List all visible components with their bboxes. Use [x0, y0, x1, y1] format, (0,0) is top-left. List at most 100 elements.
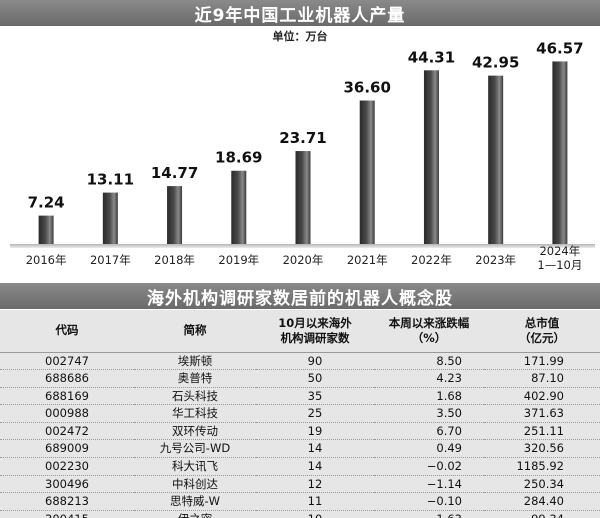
table-row: 300496 中科创达 12 −1.14 250.34 — [0, 474, 600, 493]
table-cell: 埃斯顿 — [134, 351, 256, 370]
x-tick-label-0: 2016年 — [26, 253, 67, 267]
table-cell: 689009 — [0, 439, 134, 458]
table-cell: −0.10 — [374, 492, 484, 511]
x-tick-label-8: 2024年 1—10月 — [537, 244, 582, 272]
table-body: 002747 埃斯顿 90 8.50 171.99 688686 奥普特 50 4.23 87.1… — [0, 351, 600, 518]
bar-1 — [102, 192, 118, 244]
bar-value-label-3: 18.69 — [215, 149, 262, 167]
table-cell: 171.99 — [484, 351, 600, 370]
table-cell: 8.50 — [374, 351, 484, 370]
table-cell: 250.34 — [484, 474, 600, 493]
column-header-line: 本周以来涨跌幅 — [388, 315, 470, 330]
table-cell: 688169 — [0, 386, 134, 405]
x-tick-label-7: 2023年 — [475, 253, 516, 267]
bar-4 — [295, 151, 311, 244]
unit-label: 单位：万台 — [272, 30, 328, 43]
bar-5 — [359, 100, 375, 244]
table-cell: 50 — [256, 369, 374, 388]
table-cell: 九号公司-WD — [134, 439, 256, 458]
stock-table: 代码 简称 10月以来海外 机构调研家数 本周以来涨跌幅 （%） 总市值 （亿元） 00274… — [0, 310, 600, 518]
table-cell: −0.02 — [374, 457, 484, 476]
table-cell: 002472 — [0, 421, 134, 440]
column-header-line: 总市值 — [524, 315, 560, 330]
table-row: 300415伊之密101.6399.34 — [0, 509, 600, 518]
table-cell: 14 — [256, 457, 374, 476]
bar-value-label-0: 7.24 — [28, 194, 65, 212]
table-cell: 奥普特 — [134, 369, 256, 388]
x-tick-label-6: 2022年 — [411, 253, 452, 267]
bar-value-label-7: 42.95 — [472, 54, 519, 72]
table-row: 002472 双环传动 19 6.70 251.11 — [0, 421, 600, 440]
table-cell: 3.50 — [374, 404, 484, 423]
x-tick-label-4: 2020年 — [283, 253, 324, 267]
x-tick-label-2: 2018年 — [154, 253, 195, 267]
table-cell: 002230 — [0, 457, 134, 476]
bar-value-label-5: 36.60 — [343, 79, 390, 97]
table-header-row: 代码 简称 10月以来海外 机构调研家数 本周以来涨跌幅 （%） 总市值 （亿元） — [0, 310, 600, 352]
table-cell: 99.34 — [484, 509, 600, 518]
table-row: 689009 九号公司-WD 14 0.49 320.56 — [0, 439, 600, 458]
table-cell: 1185.92 — [484, 457, 600, 476]
chart-title-text: 近9年中国工业机器人产量 — [194, 5, 406, 26]
column-header-4: 总市值 （亿元） — [484, 310, 600, 352]
table-cell: 19 — [256, 421, 374, 440]
table-cell: 中科创达 — [134, 474, 256, 493]
column-header-line: （亿元） — [519, 330, 565, 345]
stock-table-area: 代码 简称 10月以来海外 机构调研家数 本周以来涨跌幅 （%） 总市值 （亿元） 00274… — [0, 310, 600, 518]
column-header-line: 10月以来海外 — [278, 315, 352, 330]
table-cell: 石头科技 — [134, 386, 256, 405]
table-cell: 371.63 — [484, 404, 600, 423]
table-cell: 87.10 — [484, 369, 600, 388]
table-row: 000988 华工科技 25 3.50 371.63 — [0, 404, 600, 423]
table-cell: 6.70 — [374, 421, 484, 440]
bar-value-label-4: 23.71 — [279, 129, 326, 147]
table-cell: 科大讯飞 — [134, 457, 256, 476]
table-cell: 14 — [256, 439, 374, 458]
table-cell: 002747 — [0, 351, 134, 370]
table-row: 688686 奥普特 50 4.23 87.10 — [0, 369, 600, 388]
column-header-0: 代码 — [0, 310, 134, 352]
table-cell: 0.49 — [374, 439, 484, 458]
bar-value-label-1: 13.11 — [87, 171, 134, 189]
bar-7 — [488, 75, 504, 244]
table-row: 002747 埃斯顿 90 8.50 171.99 — [0, 351, 600, 370]
table-cell: 11 — [256, 492, 374, 511]
table-row: 688169 石头科技 35 1.68 402.90 — [0, 386, 600, 405]
bar-chart: 7.24 2016年 13.11 2017年 14.77 2018年 18.69 2019年 2… — [10, 39, 595, 272]
table-cell: 688213 — [0, 492, 134, 511]
table-cell: 35 — [256, 386, 374, 405]
table-cell: 000988 — [0, 404, 134, 423]
table-title: 海外机构调研家数居前的机器人概念股 — [0, 283, 600, 309]
table-row: 002230 科大讯飞 14 −0.02 1185.92 — [0, 457, 600, 476]
table-cell: 251.11 — [484, 421, 600, 440]
bar-0 — [38, 215, 54, 244]
bar-value-label-6: 44.31 — [408, 48, 455, 66]
bar-value-label-2: 14.77 — [151, 164, 198, 182]
bar-8 — [552, 61, 568, 244]
column-header-line: 机构调研家数 — [280, 330, 350, 345]
table-cell: 25 — [256, 404, 374, 423]
table-cell: 300415 — [0, 509, 134, 518]
bar-6 — [423, 70, 439, 244]
column-header-line: 简称 — [183, 323, 207, 338]
table-cell: 华工科技 — [134, 404, 256, 423]
column-header-line: 代码 — [55, 323, 79, 338]
table-cell: 90 — [256, 351, 374, 370]
table-cell: 402.90 — [484, 386, 600, 405]
table-cell: 300496 — [0, 474, 134, 493]
chart-title: 近9年中国工业机器人产量 — [0, 0, 600, 26]
bar-2 — [167, 186, 183, 244]
bar-value-label-8: 46.57 — [536, 39, 583, 57]
table-cell: 320.56 — [484, 439, 600, 458]
table-cell: 12 — [256, 474, 374, 493]
bar-3 — [231, 170, 247, 244]
column-header-2: 10月以来海外 机构调研家数 — [256, 310, 374, 352]
column-header-3: 本周以来涨跌幅 （%） — [374, 310, 484, 352]
table-row: 688213 思特威-W 11 −0.10 284.40 — [0, 492, 600, 511]
x-tick-label-1: 2017年 — [90, 253, 131, 267]
table-cell: 双环传动 — [134, 421, 256, 440]
table-cell: 伊之密 — [134, 509, 256, 518]
column-header-line: （%） — [411, 330, 447, 345]
x-tick-label-3: 2019年 — [218, 253, 259, 267]
table-cell: −1.14 — [374, 474, 484, 493]
